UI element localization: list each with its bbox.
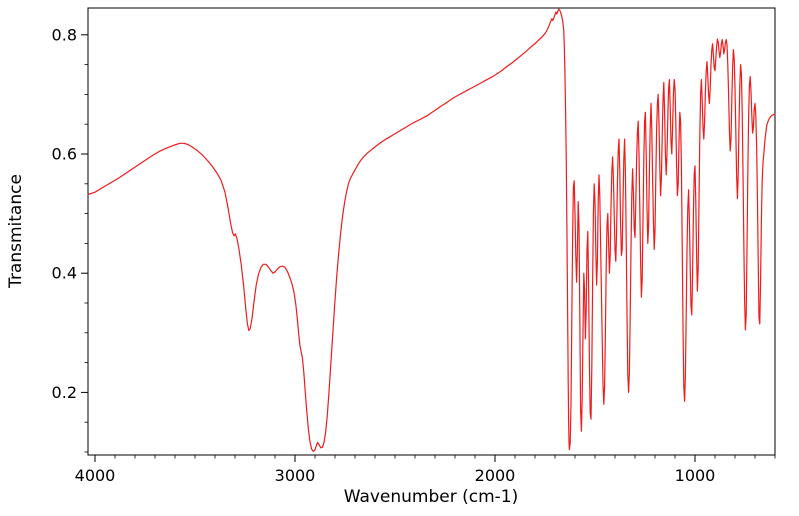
y-axis-label: Transmitance [6,174,26,289]
plot-frame [87,7,776,456]
y-tick-label: 0.8 [52,25,77,44]
x-tick-label: 4000 [75,466,116,485]
y-tick-label: 0.6 [52,145,77,164]
x-axis-label: Wavenumber (cm-1) [344,487,519,507]
plot-area: 4000 3000 2000 1000 0.2 0.4 0.6 0.8 [52,7,776,485]
y-tick-label: 0.4 [52,264,77,283]
spectrum-line [87,8,776,452]
x-tick-label: 2000 [475,466,516,485]
x-tick-label: 3000 [275,466,316,485]
y-tick-label: 0.2 [52,383,77,402]
x-tick-label: 1000 [675,466,716,485]
